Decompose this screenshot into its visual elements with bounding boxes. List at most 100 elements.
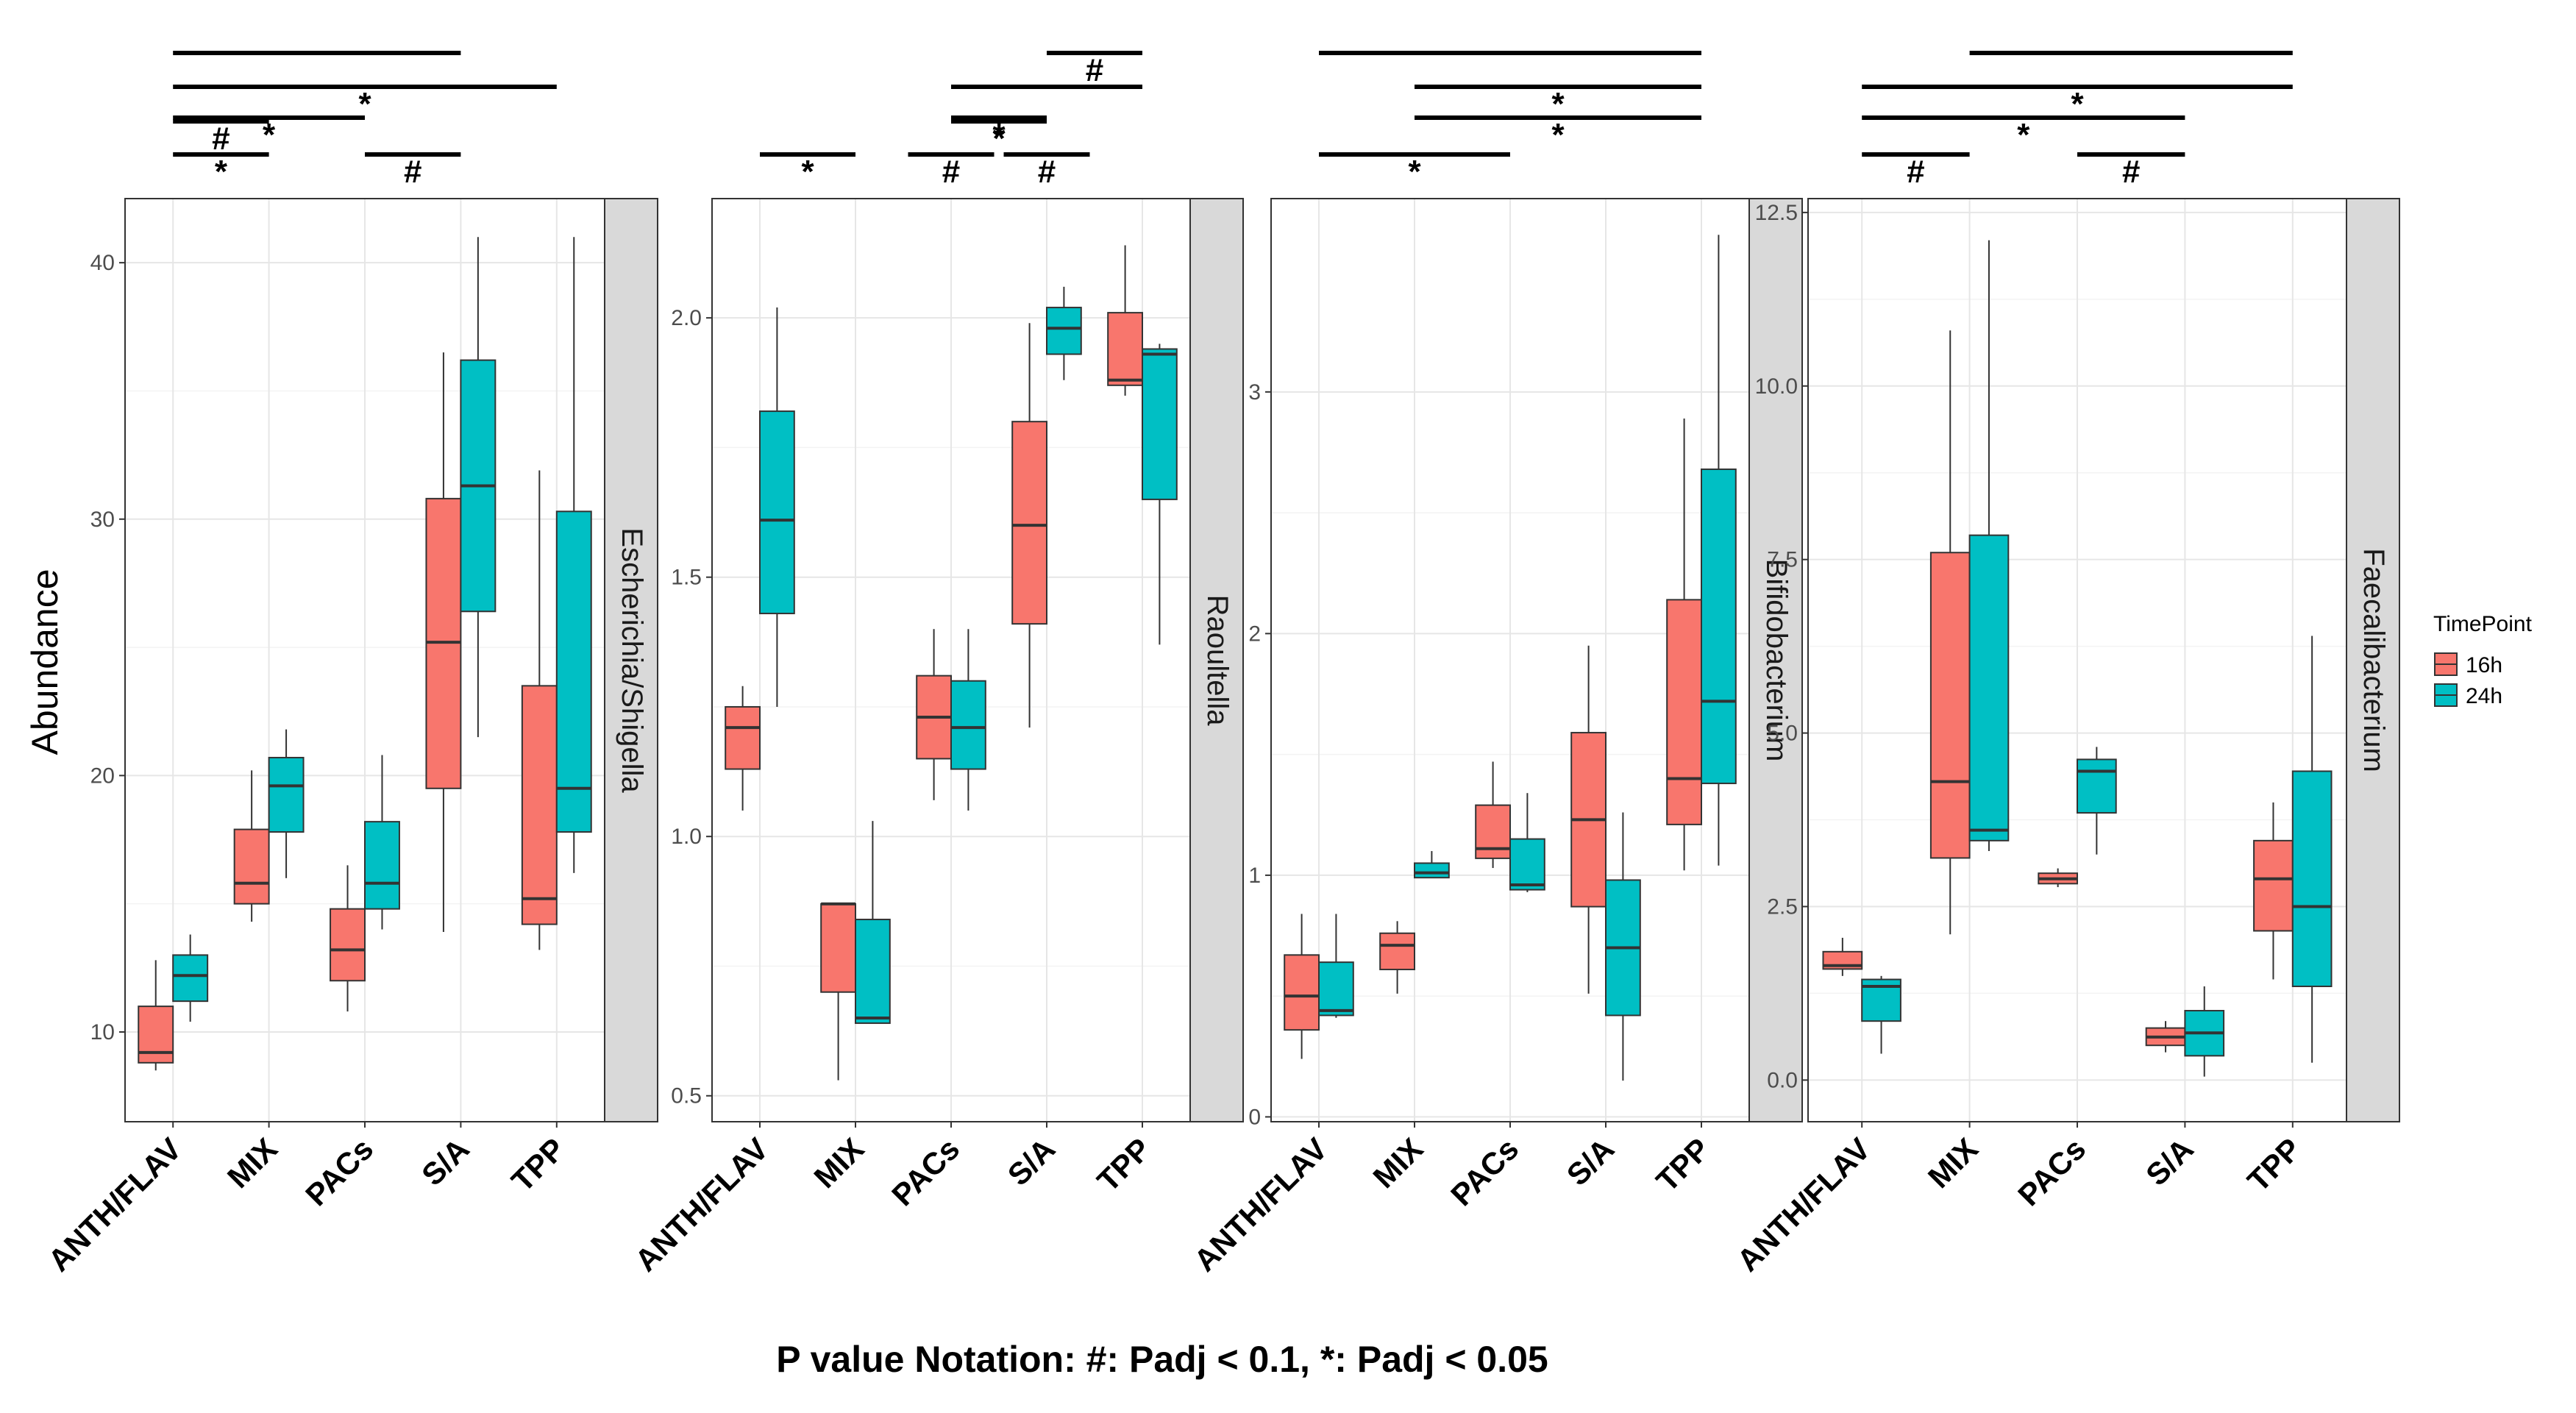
x-tick-label: TPP [505, 1131, 572, 1198]
legend-title: TimePoint [2433, 612, 2533, 636]
box-anthflav-16h [138, 960, 174, 1071]
x-tick-label: MIX [1921, 1131, 1985, 1195]
box-body [1414, 862, 1450, 879]
box-pacs-24h [950, 629, 986, 811]
significance-label: # [1907, 154, 1924, 190]
x-tick-label: PACs [885, 1131, 966, 1212]
x-tick-label: ANTH/FLAV [1730, 1131, 1876, 1278]
facet-strip [604, 198, 658, 1122]
box-body [364, 821, 400, 910]
x-tick-label: S/A [2139, 1131, 2200, 1192]
significance-label: # [404, 154, 421, 190]
significance-label: * [2071, 86, 2084, 122]
facet-strip [2346, 198, 2400, 1122]
facet-strip-label: Raoultella [1201, 595, 1234, 727]
box-body [233, 828, 270, 905]
box-mix-24h [1414, 851, 1450, 879]
box-sa-16h [1011, 323, 1047, 728]
x-tick-label: PACs [1444, 1131, 1525, 1212]
box-mix-16h [233, 770, 270, 922]
x-tick-label: S/A [415, 1131, 476, 1192]
box-body [1929, 552, 1971, 859]
significance-label: * [2017, 117, 2030, 153]
box-body [1509, 838, 1545, 891]
significance-label: * [358, 86, 371, 122]
y-tick-label: 30 [90, 508, 115, 532]
box-tpp-16h [521, 470, 558, 950]
x-tick-label: MIX [1366, 1131, 1429, 1195]
box-mix-24h [268, 729, 305, 878]
x-tick-label: TPP [1090, 1131, 1157, 1198]
facet-strip [1748, 198, 1803, 1122]
box-body [1475, 804, 1511, 859]
y-tick-label: 40 [90, 251, 115, 275]
y-tick-label: 1 [1248, 864, 1261, 888]
y-tick-label: 5.0 [1767, 722, 1798, 746]
significance-label: * [992, 121, 1006, 157]
facet-strip-label: Bifidobacterium [1760, 559, 1793, 762]
box-anthflav-16h [1822, 937, 1863, 976]
box-mix-16h [820, 902, 856, 1081]
box-mix-24h [1968, 240, 2010, 851]
box-pacs-16h [916, 629, 952, 800]
significance-label: # [1086, 52, 1103, 88]
significance-label: # [212, 121, 230, 157]
significance-label: * [1551, 86, 1565, 122]
x-tick-label: ANTH/FLAV [1187, 1131, 1334, 1278]
y-tick-label: 2.5 [1767, 894, 1798, 919]
box-sa-24h [1605, 812, 1641, 1081]
significance-label: * [215, 154, 228, 190]
y-tick-label: 7.5 [1767, 548, 1798, 572]
box-tpp-16h [2253, 802, 2294, 980]
x-tick-label: PACs [2011, 1131, 2092, 1212]
box-anthflav-24h [172, 934, 209, 1022]
significance-label: * [1408, 154, 1421, 190]
box-anthflav-24h [759, 307, 795, 707]
box-anthflav-24h [1861, 975, 1901, 1054]
box-body [1968, 534, 2010, 841]
box-body [172, 954, 209, 1003]
box-body [521, 685, 558, 925]
box-body [1107, 312, 1143, 386]
box-body [950, 680, 986, 770]
panel-4: 0.0 2.5 5.0 7.5 10.0 12.5 Faecalibacterium ANTH… [1730, 51, 2400, 1278]
panel-2: 0.5 1.0 1.5 2.0 Raoultella ANTH/FLAV MIX PACs S/… [628, 51, 1244, 1278]
significance-label: * [263, 117, 276, 153]
box-tpp-16h [1666, 418, 1702, 871]
box-body [555, 510, 592, 833]
y-tick-label: 10.0 [1755, 374, 1798, 399]
box-body [2291, 770, 2333, 987]
y-tick-label: 2.0 [671, 306, 702, 330]
y-tick-label: 20 [90, 764, 115, 788]
x-tick-label: ANTH/FLAV [41, 1131, 188, 1278]
box-body [1046, 307, 1082, 355]
box-mix-16h [1929, 330, 1971, 935]
box-pacs-16h [2038, 868, 2078, 888]
box-pacs-24h [2077, 747, 2117, 855]
box-sa-24h [460, 237, 497, 738]
box-body [268, 756, 305, 833]
box-pacs-16h [1475, 761, 1511, 869]
x-tick-label: MIX [221, 1131, 284, 1195]
legend-label-16h: 16h [2466, 653, 2502, 677]
y-tick-label: 0.0 [1767, 1068, 1798, 1092]
box-anthflav-16h [1284, 914, 1320, 1059]
footnote: P value Notation: #: Padj < 0.1, *: Padj… [776, 1339, 1548, 1380]
box-body [855, 919, 891, 1025]
x-tick-label: S/A [1560, 1131, 1621, 1192]
y-tick-label: 0.5 [671, 1084, 702, 1108]
facet-strip-label: Faecalibacterium [2358, 548, 2390, 772]
box-sa-24h [1046, 286, 1082, 380]
y-tick-label: 3 [1248, 380, 1261, 405]
box-tpp-24h [555, 237, 592, 873]
x-tick-label: ANTH/FLAV [628, 1131, 775, 1278]
significance-label: # [942, 154, 960, 190]
y-tick-label: 1.0 [671, 825, 702, 849]
y-tick-label: 10 [90, 1020, 115, 1044]
box-sa-16h [1570, 645, 1607, 994]
significance-label: * [801, 154, 814, 190]
box-tpp-24h [1142, 344, 1178, 645]
significance-label: * [1551, 117, 1565, 153]
